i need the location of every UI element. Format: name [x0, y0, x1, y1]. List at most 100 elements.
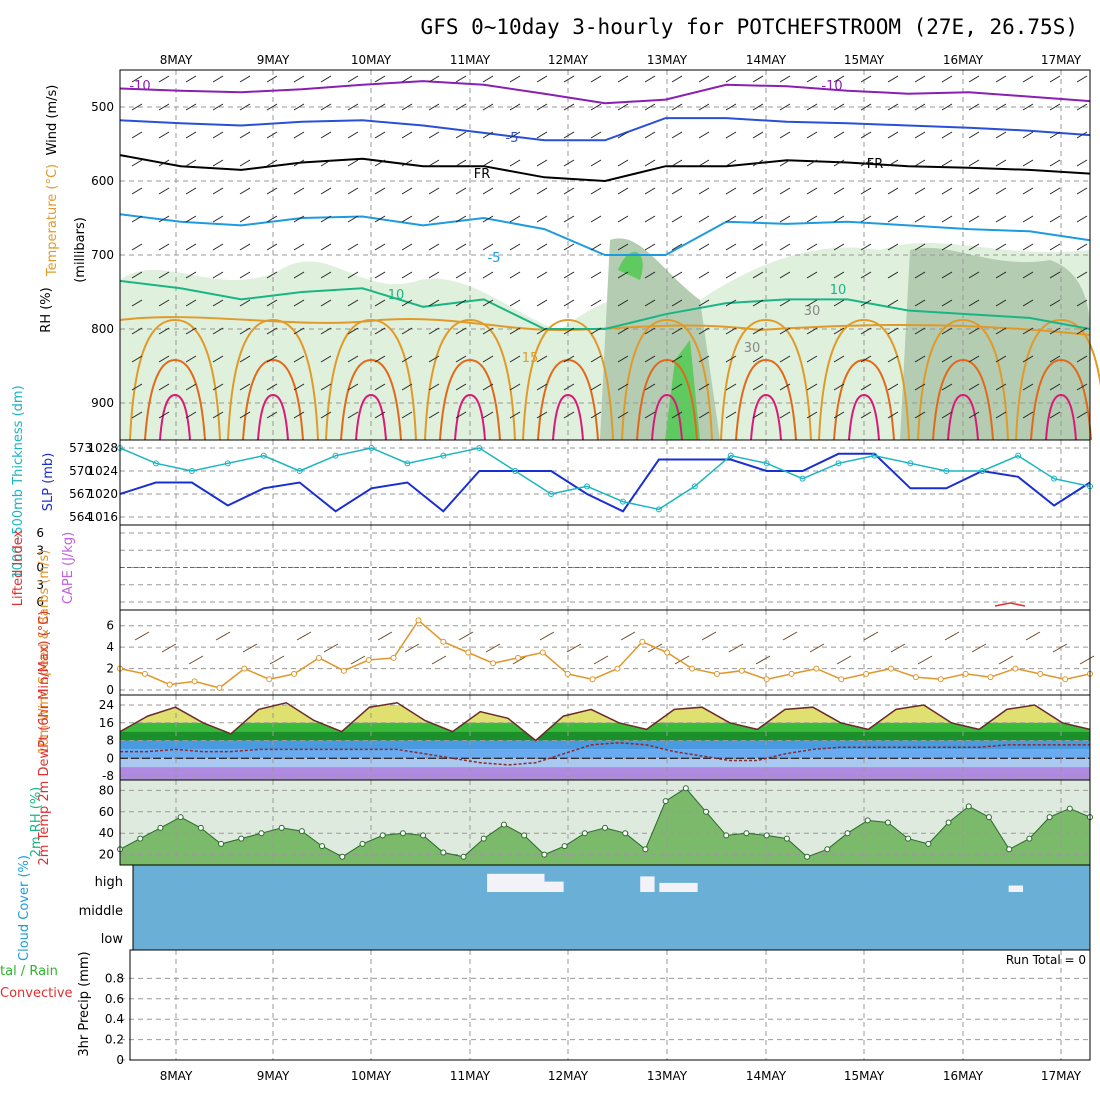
temp-band-cold [120, 767, 1090, 780]
date-bottom-5: 13MAY [647, 1069, 688, 1083]
rh-ylabel: 2m RH (%) [29, 787, 44, 858]
rh-point-30 [723, 832, 730, 839]
date-top-6: 14MAY [746, 53, 787, 67]
upper-wind-barb [941, 355, 953, 363]
upper-wind-barb [671, 187, 683, 195]
upper-wind-barb [158, 383, 170, 391]
upper-wind-barb [374, 131, 386, 139]
wind10m-barb [539, 631, 555, 641]
wind10m-point-5 [241, 665, 248, 672]
upper-wind-barb [563, 383, 575, 391]
thickness-point-8 [404, 460, 411, 467]
upper-wind-barb [563, 75, 575, 83]
upper-wind-barb [293, 159, 305, 167]
upper-wind-barb [401, 355, 413, 363]
upper-wind-barb [968, 215, 980, 223]
isotherm-20-loop-6 [735, 358, 797, 441]
isotherm-20-loop-9 [1030, 358, 1092, 441]
upper-wind-barb [293, 131, 305, 139]
wind10m-barb [782, 631, 798, 641]
rh-point-11 [339, 853, 346, 860]
upper-wind-barb [1049, 299, 1061, 307]
upper-wind-barb [374, 187, 386, 195]
upper-wind-barb [185, 131, 197, 139]
wind10m-point-30 [863, 670, 870, 677]
upper-wind-barb [239, 411, 251, 419]
upper-wind-barb [347, 383, 359, 391]
upper-wind-barb [752, 131, 764, 139]
wind10m-barb [728, 643, 744, 653]
wind10m-barb [296, 631, 312, 641]
isotherm-25-loop-0 [159, 393, 191, 441]
upper-wind-barb [833, 103, 845, 111]
upper-wind-barb [644, 103, 656, 111]
upper-wind-barb [293, 75, 305, 83]
rh-shade-green [665, 340, 700, 440]
upper-wind-barb [131, 355, 143, 363]
upper-wind-barb [941, 131, 953, 139]
upper-wind-barb [212, 299, 224, 307]
upper-wind-barb [968, 75, 980, 83]
rh-point-18 [480, 835, 487, 842]
upper-wind-barb [968, 355, 980, 363]
wind10m-point-20 [614, 665, 621, 672]
thickness-point-17 [727, 452, 734, 459]
wind10m-barb [323, 643, 339, 653]
rh-ytick-2: 60 [99, 805, 114, 819]
upper-wind-barb [455, 75, 467, 83]
upper-wind-barb [347, 75, 359, 83]
upper-wind-barb [320, 243, 332, 251]
wind10m-point-28 [813, 665, 820, 672]
upper-wind-barb [725, 159, 737, 167]
upper-wind-barb [482, 299, 494, 307]
upper-wind-barb [860, 131, 872, 139]
isotherm-15-loop-6 [720, 318, 812, 441]
upper-ylabel-temp: Temperature (°C) [45, 164, 60, 277]
thickness-point-23 [943, 468, 950, 474]
wind10m-barb [458, 631, 474, 641]
contour-label-1: -10 [821, 79, 842, 94]
upper-wind-barb [509, 103, 521, 111]
wind-ylabel: 10m Wind Speed & Barbs (m/s) [37, 550, 52, 755]
upper-wind-barb [185, 103, 197, 111]
upper-wind-barb [266, 215, 278, 223]
upper-wind-barb [563, 131, 575, 139]
upper-wind-barb [941, 411, 953, 419]
contour-label-8: 30 [804, 304, 821, 319]
upper-wind-barb [914, 271, 926, 279]
upper-wind-barb [860, 215, 872, 223]
rh-point-2 [157, 824, 164, 831]
temp-band-cool [120, 758, 1090, 768]
rh-point-33 [783, 835, 790, 842]
upper-wind-barb [347, 411, 359, 419]
upper-wind-barb [1076, 103, 1088, 111]
upper-wind-barb [590, 355, 602, 363]
upper-wind-barb [725, 355, 737, 363]
upper-wind-barb [752, 75, 764, 83]
contour-label-0: -10 [129, 79, 150, 94]
wind10m-point-14 [465, 649, 472, 656]
upper-wind-barb [806, 75, 818, 83]
wind10m-point-9 [340, 667, 347, 674]
thickness-point-9 [440, 452, 447, 459]
upper-wind-barb [752, 243, 764, 251]
date-bottom-6: 14MAY [746, 1069, 787, 1083]
upper-wind-barb [1076, 159, 1088, 167]
upper-wind-barb [266, 103, 278, 111]
upper-wind-barb [374, 75, 386, 83]
upper-wind-barb [752, 383, 764, 391]
upper-wind-barb [428, 187, 440, 195]
wind10m-barb [836, 655, 852, 665]
wind10m-point-8 [315, 654, 322, 661]
upper-wind-barb [320, 131, 332, 139]
upper-wind-barb [590, 243, 602, 251]
upper-ylabel-mb: (millibars) [73, 217, 88, 283]
rh-point-7 [258, 830, 265, 837]
upper-wind-barb [482, 75, 494, 83]
series-dewpt [120, 741, 1090, 766]
rh-ytick-1: 40 [99, 826, 114, 840]
upper-wind-barb [131, 299, 143, 307]
upper-wind-barb [671, 271, 683, 279]
upper-wind-barb [131, 187, 143, 195]
upper-wind-barb [752, 327, 764, 335]
